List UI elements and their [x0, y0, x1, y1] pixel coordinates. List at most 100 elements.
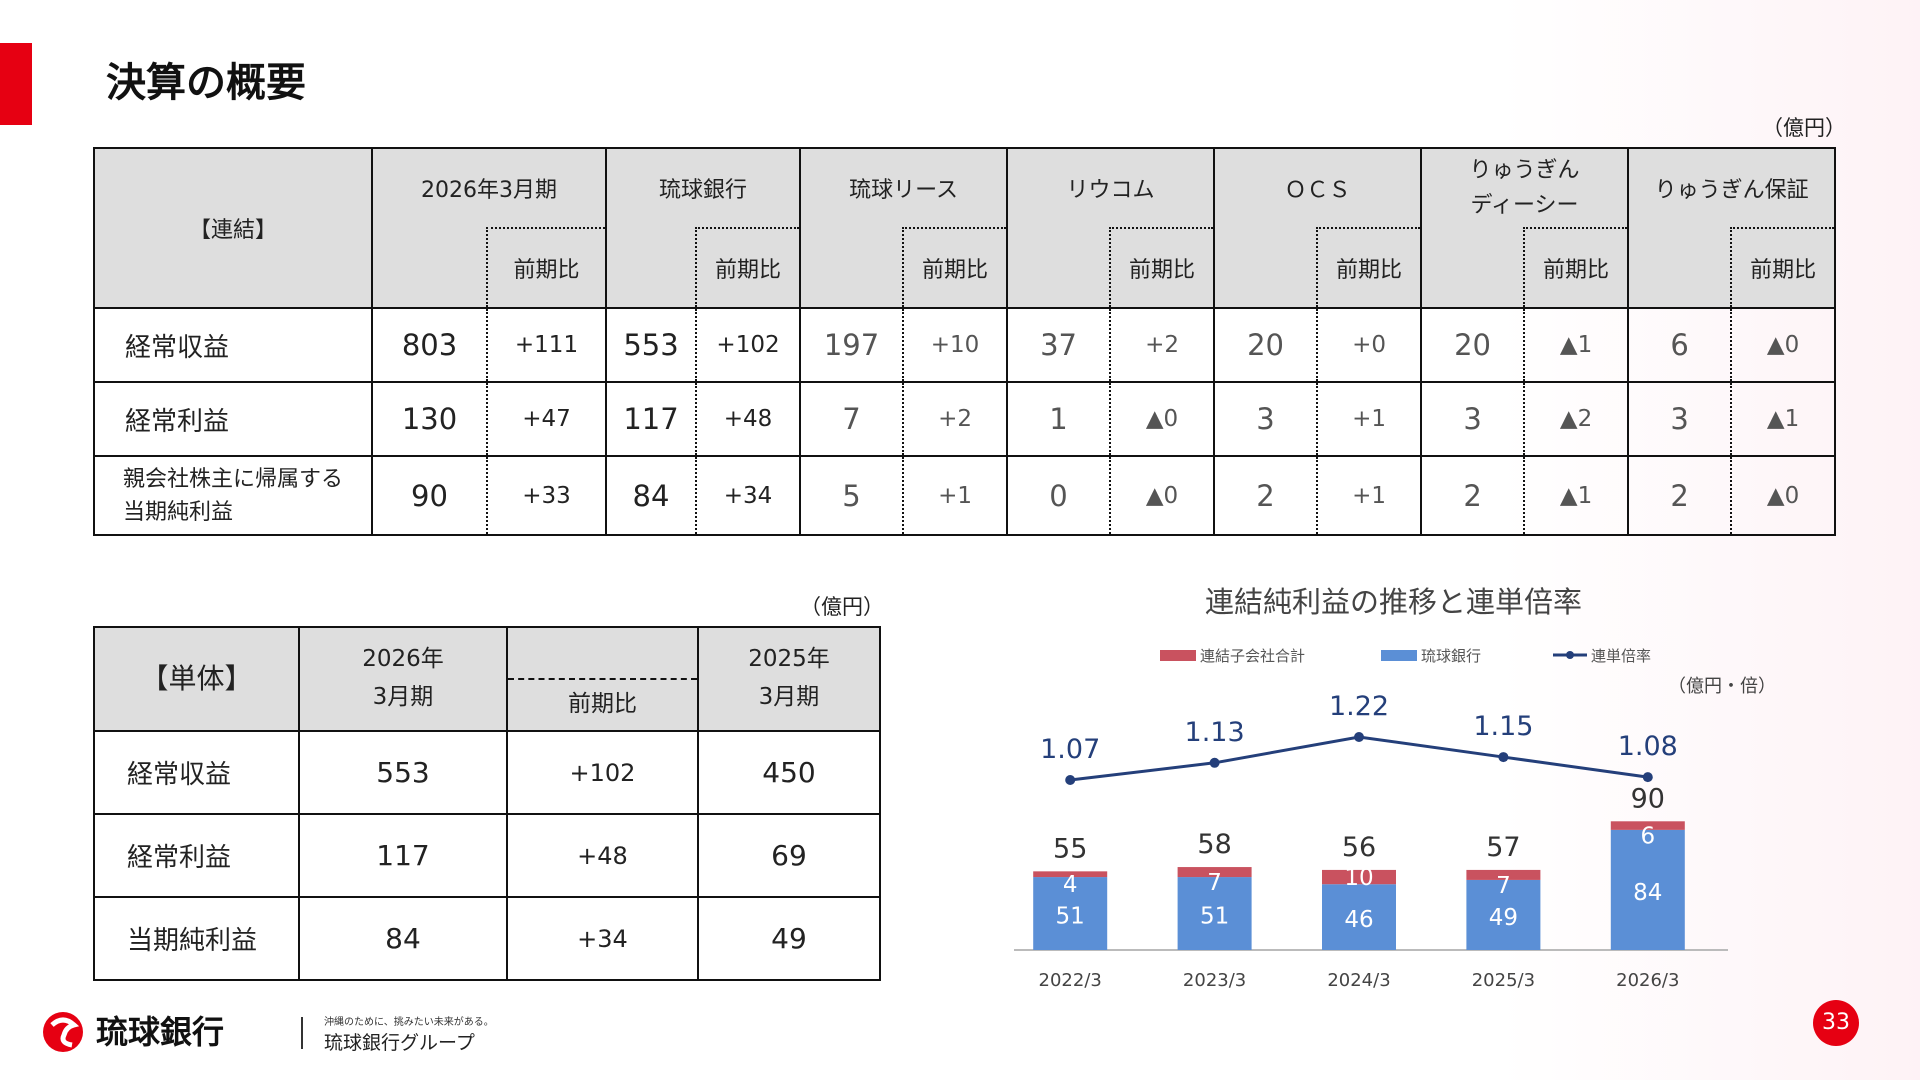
- table-row: 経常利益 117 +48 69: [93, 813, 881, 898]
- value-cell: 553: [605, 307, 697, 383]
- col-header-ryukyu-lease: 琉球リース: [799, 147, 1009, 228]
- row-label: 親会社株主に帰属する 当期純利益: [93, 455, 373, 536]
- table-row: 経常利益 130 +47 117 +48 7 +2 1 ▲0 3 +1 3 ▲2 3 ▲1: [93, 381, 1837, 457]
- yoy-cell: ▲2: [1523, 381, 1630, 457]
- bar-subsidiaries: [1322, 869, 1396, 885]
- sub-header-yoy: 前期比: [1523, 227, 1630, 309]
- total-label: 90: [1631, 783, 1665, 814]
- bar-subsidiaries: [1033, 871, 1108, 878]
- ratio-label: 1.15: [1473, 711, 1533, 742]
- ratio-label: 1.08: [1618, 731, 1678, 762]
- value-cell: 450: [697, 730, 881, 815]
- sub-header-yoy: 前期比: [694, 227, 802, 309]
- bar-ryukyu-bank: [1177, 877, 1252, 950]
- yoy-cell: +1: [1316, 455, 1423, 536]
- yoy-cell: +34: [694, 455, 802, 536]
- ratio-point: [1354, 732, 1364, 742]
- bar-label: 84: [1633, 880, 1662, 906]
- yoy-cell: +0: [1316, 307, 1423, 383]
- ratio-point: [1209, 757, 1220, 768]
- yoy-cell: ▲0: [1730, 455, 1837, 536]
- value-cell: 3: [1627, 381, 1733, 457]
- yoy-cell: +48: [694, 381, 802, 457]
- total-label: 55: [1053, 833, 1087, 864]
- value-cell: 3: [1213, 381, 1319, 457]
- x-tick-label: 2022/3: [1039, 970, 1102, 991]
- footer-logo: 琉球銀行 沖縄のために、挑みたい未来がある。 琉球銀行グループ: [43, 1012, 494, 1054]
- value-cell: 49: [697, 896, 881, 981]
- yoy-cell: +33: [486, 455, 607, 536]
- col-header-ocs: ＯＣＳ: [1213, 147, 1423, 228]
- bar-ryukyu-bank: [1322, 884, 1396, 950]
- bar-ryukyu-bank: [1033, 877, 1108, 950]
- row-label: 経常利益: [93, 381, 373, 457]
- sub-header-yoy: 前期比: [486, 227, 607, 309]
- yoy-cell: +102: [694, 307, 802, 383]
- bar-label: 10: [1344, 865, 1373, 891]
- value-cell: 117: [298, 813, 508, 898]
- yoy-cell: ▲1: [1523, 307, 1630, 383]
- value-cell: 6: [1627, 307, 1733, 383]
- chart-unit: （億円・倍）: [1668, 676, 1776, 697]
- col-header-2026: 2026年 3月期: [298, 626, 508, 732]
- total-label: 58: [1197, 829, 1231, 860]
- x-tick-label: 2023/3: [1183, 970, 1246, 991]
- yoy-cell: +111: [486, 307, 607, 383]
- value-cell: 553: [298, 730, 508, 815]
- page-title: 決算の概要: [106, 60, 306, 106]
- ratio-point: [1642, 772, 1653, 783]
- yoy-cell: +47: [486, 381, 607, 457]
- yoy-cell: ▲1: [1523, 455, 1630, 536]
- bank-logo-icon: [43, 1012, 83, 1052]
- x-tick-label: 2026/3: [1616, 970, 1679, 991]
- bar-ryukyu-bank: [1610, 829, 1685, 950]
- sub-header-yoy: 前期比: [1109, 227, 1216, 309]
- table-row: 親会社株主に帰属する 当期純利益 90 +33 84 +34 5 +1 0 ▲0 2 +1 2 ▲1 2 ▲…: [93, 455, 1837, 536]
- ratio-label: 1.13: [1185, 717, 1245, 748]
- value-cell: 197: [799, 307, 905, 383]
- title-accent-bar: [0, 43, 32, 125]
- unit-label-standalone: （億円）: [800, 595, 884, 619]
- bar-subsidiaries: [1177, 867, 1252, 878]
- value-cell: 90: [371, 455, 488, 536]
- value-cell: 0: [1006, 455, 1112, 536]
- bar-label: 49: [1489, 905, 1518, 931]
- value-cell: 2: [1627, 455, 1733, 536]
- value-cell: 20: [1420, 307, 1526, 383]
- table-row: 経常収益 553 +102 450: [93, 730, 881, 815]
- yoy-cell: ▲1: [1730, 381, 1837, 457]
- legend-label: 琉球銀行: [1421, 647, 1481, 665]
- bar-label: 46: [1344, 907, 1373, 933]
- value-cell: 803: [371, 307, 488, 383]
- legend-label: 連結子会社合計: [1200, 647, 1305, 665]
- ratio-line: [1070, 735, 1649, 782]
- value-cell: 84: [298, 896, 508, 981]
- yoy-cell: +10: [902, 307, 1009, 383]
- value-cell: 7: [799, 381, 905, 457]
- page-number: 33: [1813, 1000, 1859, 1046]
- total-label: 57: [1486, 832, 1520, 863]
- row-label: 経常収益: [93, 730, 300, 815]
- value-cell: 130: [371, 381, 488, 457]
- sub-header-yoy: 前期比: [1730, 227, 1837, 309]
- row-label: 経常収益: [93, 307, 373, 383]
- bar-label: 4: [1063, 872, 1078, 898]
- value-cell: 2: [1420, 455, 1526, 536]
- footer-tagline: 沖縄のために、挑みたい未来がある。: [324, 1015, 494, 1028]
- bar-label: 7: [1496, 873, 1511, 899]
- footer-group-name: 琉球銀行グループ: [324, 1032, 475, 1054]
- value-cell: 5: [799, 455, 905, 536]
- sub-header-yoy: 前期比: [1316, 227, 1423, 309]
- bar-label: 51: [1200, 904, 1229, 930]
- x-tick-label: 2024/3: [1327, 970, 1390, 991]
- yoy-cell: +48: [506, 813, 699, 898]
- col-header-yoy: 前期比: [506, 678, 699, 732]
- ratio-label: 1.22: [1329, 691, 1389, 722]
- unit-label: （億円）: [1762, 116, 1846, 140]
- bar-label: 7: [1207, 870, 1222, 896]
- bar-label: 6: [1640, 824, 1655, 850]
- yoy-cell: +2: [1109, 307, 1216, 383]
- yoy-cell: ▲0: [1730, 307, 1837, 383]
- row-label: 経常利益: [93, 813, 300, 898]
